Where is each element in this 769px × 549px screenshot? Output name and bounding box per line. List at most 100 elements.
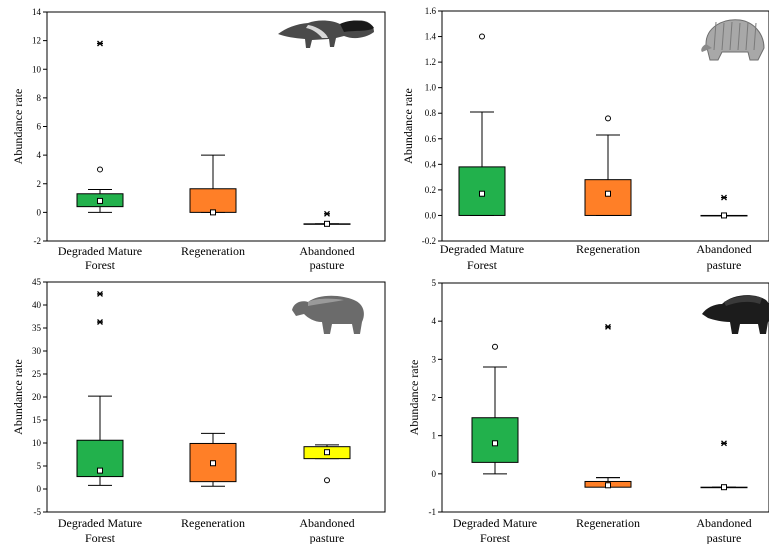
chart-panel-4: -1 0 1 2 3 4 5 Abundance rate Degraded MatureFor… xyxy=(407,278,769,545)
y-tick-label: 8 xyxy=(37,93,42,103)
y-tick-label: 4 xyxy=(37,150,42,160)
y-axis-label: Abundance rate xyxy=(11,89,25,165)
y-tick-label: 10 xyxy=(32,438,42,448)
box xyxy=(76,291,124,486)
median-marker xyxy=(97,197,103,204)
armadillo-band xyxy=(713,21,717,51)
y-tick-label: 5 xyxy=(37,461,42,471)
median-marker xyxy=(605,190,611,197)
y-tick-label: 25 xyxy=(32,369,42,379)
y-tick-label: 1.6 xyxy=(425,6,437,16)
box-body xyxy=(189,188,237,213)
armadillo-band xyxy=(745,21,749,51)
category-label: Degraded Mature xyxy=(58,516,142,530)
y-tick-label: 2 xyxy=(432,393,437,403)
chart-panel-2: -0.2 0.0 0.2 0.4 0.6 0.8 1.0 1.2 1.4 1.6 Abundance… xyxy=(401,6,769,272)
box xyxy=(303,444,351,484)
category-label: pasture xyxy=(310,258,345,272)
armadillo-band xyxy=(729,21,733,51)
y-tick-label: 0 xyxy=(432,469,437,479)
armadillo-head xyxy=(701,44,712,52)
y-tick-label: 30 xyxy=(32,346,42,356)
y-tick-label: 35 xyxy=(32,323,42,333)
category-label: Abandoned xyxy=(299,244,354,258)
y-tick-label: 0.8 xyxy=(425,108,437,118)
category-label: Forest xyxy=(467,258,498,272)
outlier-point xyxy=(605,115,611,122)
y-tick-label: 0.0 xyxy=(425,210,437,220)
box xyxy=(76,40,124,213)
y-tick-label: 1.4 xyxy=(425,32,437,42)
category-label: pasture xyxy=(707,531,742,544)
category-label: Forest xyxy=(85,531,116,544)
y-tick-label: 15 xyxy=(32,415,42,425)
chart-panel-3: -5 0 5 10 15 20 25 30 35 40 45 Abundance rate Degrad… xyxy=(11,277,386,545)
category-label: Degraded Mature xyxy=(453,516,537,530)
y-axis-label: Abundance rate xyxy=(11,359,25,435)
median-marker xyxy=(492,440,498,447)
category-label: Regeneration xyxy=(576,516,640,530)
y-tick-label: 0 xyxy=(37,484,42,494)
peccary-mane xyxy=(724,295,762,306)
category-label: Forest xyxy=(480,531,511,544)
category-label: Regeneration xyxy=(181,244,245,258)
y-tick-label: -0.2 xyxy=(422,236,436,246)
y-tick-label: 10 xyxy=(32,64,42,74)
box xyxy=(189,154,237,216)
extreme-point xyxy=(721,194,727,201)
tapir-back xyxy=(308,298,344,306)
y-tick-label: -2 xyxy=(34,236,42,246)
y-tick-label: 1.0 xyxy=(425,83,437,93)
category-label: Abandoned xyxy=(696,516,751,530)
chart-panel-1: -2 0 2 4 6 8 10 12 14 Abundance rate Degraded Matu… xyxy=(11,7,386,272)
category-label: pasture xyxy=(707,258,742,272)
y-tick-label: 12 xyxy=(32,36,41,46)
box xyxy=(189,432,237,487)
category-label: Degraded Mature xyxy=(440,242,524,256)
median-marker xyxy=(324,449,330,456)
armadillo-band xyxy=(721,22,725,51)
peccary-icon xyxy=(702,295,769,334)
armadillo-band xyxy=(737,22,741,51)
y-tick-label: 0 xyxy=(37,207,42,217)
extreme-point xyxy=(97,291,103,297)
y-tick-label: 40 xyxy=(32,300,42,310)
extreme-point xyxy=(721,440,727,447)
y-tick-label: 5 xyxy=(432,278,437,288)
y-tick-label: 1 xyxy=(432,431,437,441)
outlier-point xyxy=(479,33,485,40)
y-tick-label: 6 xyxy=(37,122,42,132)
y-axis-label: Abundance rate xyxy=(407,360,421,436)
box xyxy=(471,343,519,475)
category-label: Regeneration xyxy=(181,516,245,530)
box xyxy=(700,440,748,491)
y-tick-label: 0.2 xyxy=(425,185,436,195)
peccary-body xyxy=(702,295,769,334)
median-marker xyxy=(605,482,611,489)
y-tick-label: -1 xyxy=(429,507,437,517)
y-tick-label: 0.4 xyxy=(425,159,437,169)
y-tick-label: 20 xyxy=(32,392,42,402)
armadillo-icon xyxy=(701,19,765,61)
box xyxy=(584,323,632,489)
anteater-icon xyxy=(278,20,374,48)
y-tick-label: 45 xyxy=(32,277,42,287)
median-marker xyxy=(324,220,330,227)
box xyxy=(700,194,748,219)
box-body xyxy=(471,417,519,463)
category-label: pasture xyxy=(310,531,345,544)
y-tick-label: 3 xyxy=(432,354,437,364)
category-label: Regeneration xyxy=(576,242,640,256)
anteater-stripe xyxy=(306,25,328,38)
category-label: Forest xyxy=(85,258,116,272)
y-tick-label: 0.6 xyxy=(425,134,437,144)
y-tick-label: 14 xyxy=(32,7,42,17)
outlier-point xyxy=(492,343,498,350)
box xyxy=(303,210,351,227)
tapir-icon xyxy=(292,295,364,334)
median-marker xyxy=(721,484,727,491)
category-label: Abandoned xyxy=(696,242,751,256)
y-tick-label: 4 xyxy=(432,316,437,326)
